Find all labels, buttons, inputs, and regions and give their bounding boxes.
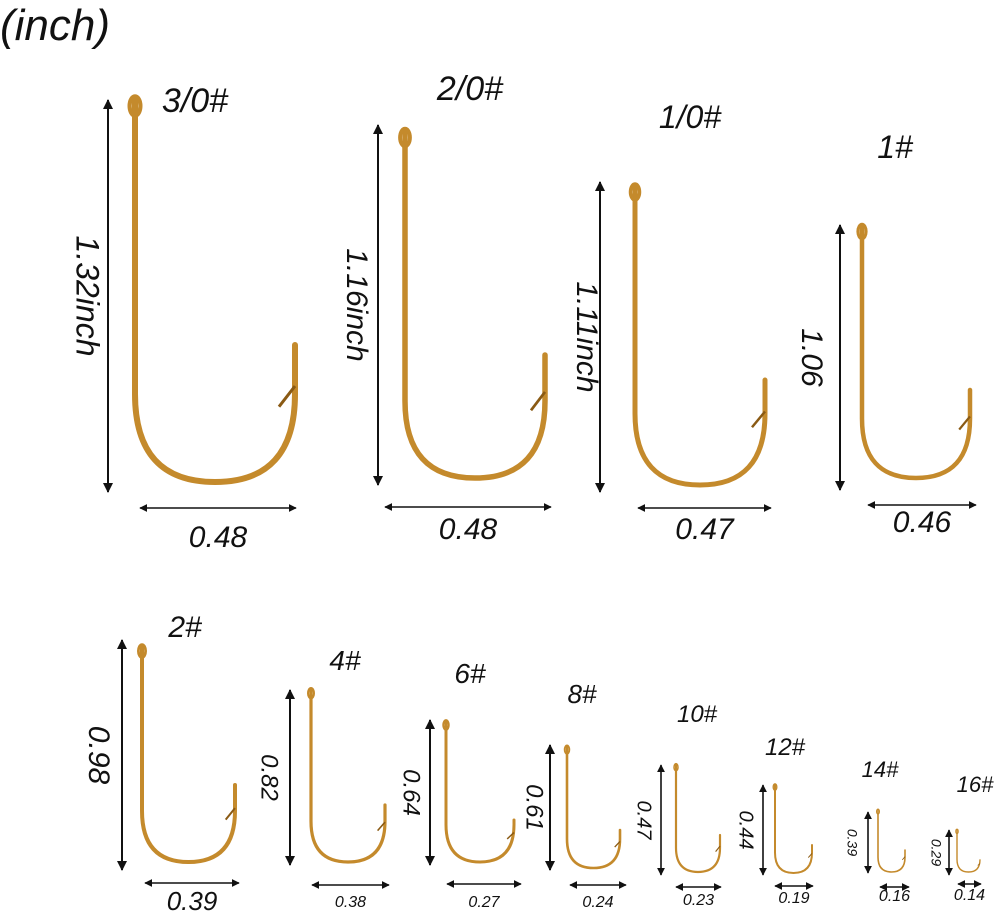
- hook-length-label: 1.11inch: [570, 281, 603, 392]
- hook-barb: [958, 415, 971, 431]
- hook-eye: [955, 828, 959, 835]
- hook-eye: [442, 719, 450, 731]
- hook-length-label: 1.16inch: [340, 248, 373, 361]
- hook-item: 2/0# 1.16inch 0.48: [340, 70, 552, 546]
- hook-item: 6# 0.64 0.27: [398, 658, 522, 911]
- hook-gap-label: 0.39: [167, 886, 218, 916]
- hook-barb: [529, 391, 547, 412]
- hook-eye: [306, 686, 315, 700]
- hook-gap-label: 0.27: [468, 894, 500, 911]
- hook-gap-label: 0.48: [189, 521, 248, 554]
- hook-gap-label: 0.19: [778, 890, 809, 907]
- hook-item: 12# 0.44 0.19: [735, 734, 814, 907]
- hook-gap-label: 0.47: [675, 513, 735, 546]
- hook-icon: [309, 688, 387, 864]
- hook-icon: [774, 784, 813, 875]
- hook-eye: [563, 744, 571, 755]
- hook-length-label: 0.44: [735, 811, 757, 850]
- hook-size-label: 8#: [568, 679, 597, 709]
- hook-length-label: 0.98: [82, 726, 115, 785]
- hook-gap-label: 0.16: [879, 888, 910, 905]
- hook-length-label: 0.39: [844, 829, 860, 856]
- hook-barb: [977, 863, 981, 866]
- hook-icon: [140, 645, 237, 865]
- hook-icon: [132, 97, 298, 486]
- hook-size-label: 4#: [329, 645, 361, 676]
- hook-icon: [674, 763, 722, 874]
- hook-icon: [877, 809, 906, 873]
- hook-icon: [632, 184, 768, 488]
- hook-eye: [127, 94, 143, 118]
- hook-barb: [901, 856, 906, 861]
- hook-barb: [614, 840, 621, 848]
- hook-barb: [807, 853, 813, 858]
- hook-eye: [856, 222, 868, 241]
- hook-gap-label: 0.38: [335, 894, 366, 911]
- hook-icon: [565, 745, 622, 870]
- hook-eye: [673, 762, 679, 772]
- hook-barb: [506, 832, 515, 840]
- hook-size-label: 2#: [167, 611, 202, 644]
- hook-icon: [402, 129, 548, 481]
- hook-gap-label: 0.24: [582, 894, 613, 911]
- hook-barb: [751, 410, 766, 429]
- hook-item: 1# 1.06 0.46: [795, 129, 977, 539]
- hook-eye: [136, 643, 147, 659]
- hook-item: 4# 0.82 0.38: [256, 645, 390, 911]
- hook-size-label: 1/0#: [659, 99, 722, 135]
- hook-icon: [956, 829, 981, 873]
- hook-barb: [224, 807, 236, 821]
- hook-size-label: 1#: [877, 129, 914, 165]
- hook-gap-label: 0.46: [893, 506, 952, 539]
- hook-eye: [398, 126, 412, 149]
- hook-length-label: 1.06: [795, 328, 828, 387]
- hook-size-label: 14#: [862, 757, 899, 782]
- hook-length-label: 0.64: [398, 769, 425, 816]
- hook-item: 3/0# 1.32inch 0.48: [70, 82, 298, 554]
- hook-size-label: 2/0#: [436, 70, 504, 108]
- hook-size-label: 12#: [765, 734, 806, 761]
- hook-item: 14# 0.39 0.16: [844, 757, 910, 905]
- hook-length-label: 0.61: [521, 784, 548, 831]
- hook-icon: [859, 224, 973, 481]
- hook-barb: [715, 845, 721, 852]
- hook-barb: [376, 821, 386, 832]
- hook-eye: [875, 808, 880, 815]
- hook-gap-label: 0.48: [439, 513, 498, 546]
- hook-size-label: 3/0#: [162, 82, 229, 120]
- hook-size-label: 10#: [677, 701, 718, 728]
- hook-length-label: 0.82: [256, 754, 283, 801]
- hook-item: 10# 0.47 0.23: [633, 701, 722, 909]
- hook-length-label: 1.32inch: [70, 236, 106, 357]
- hook-eye: [628, 182, 642, 202]
- hook-item: 8# 0.61 0.24: [521, 679, 627, 911]
- hook-icon: [444, 720, 516, 864]
- hook-eye: [772, 783, 778, 791]
- hook-gap-label: 0.23: [683, 892, 714, 909]
- hook-barb: [277, 385, 297, 408]
- hook-item: 16# 0.29 0.14: [928, 772, 994, 904]
- hook-size-label: 16#: [957, 772, 994, 797]
- hook-size-label: 6#: [454, 658, 486, 689]
- hook-gap-label: 0.14: [954, 887, 985, 904]
- hook-length-label: 0.29: [928, 839, 944, 866]
- hook-length-label: 0.47: [633, 801, 655, 841]
- hook-item: 1/0# 1.11inch 0.47: [570, 99, 772, 546]
- unit-label: (inch): [0, 1, 110, 50]
- hook-item: 2# 0.98 0.39: [82, 611, 240, 916]
